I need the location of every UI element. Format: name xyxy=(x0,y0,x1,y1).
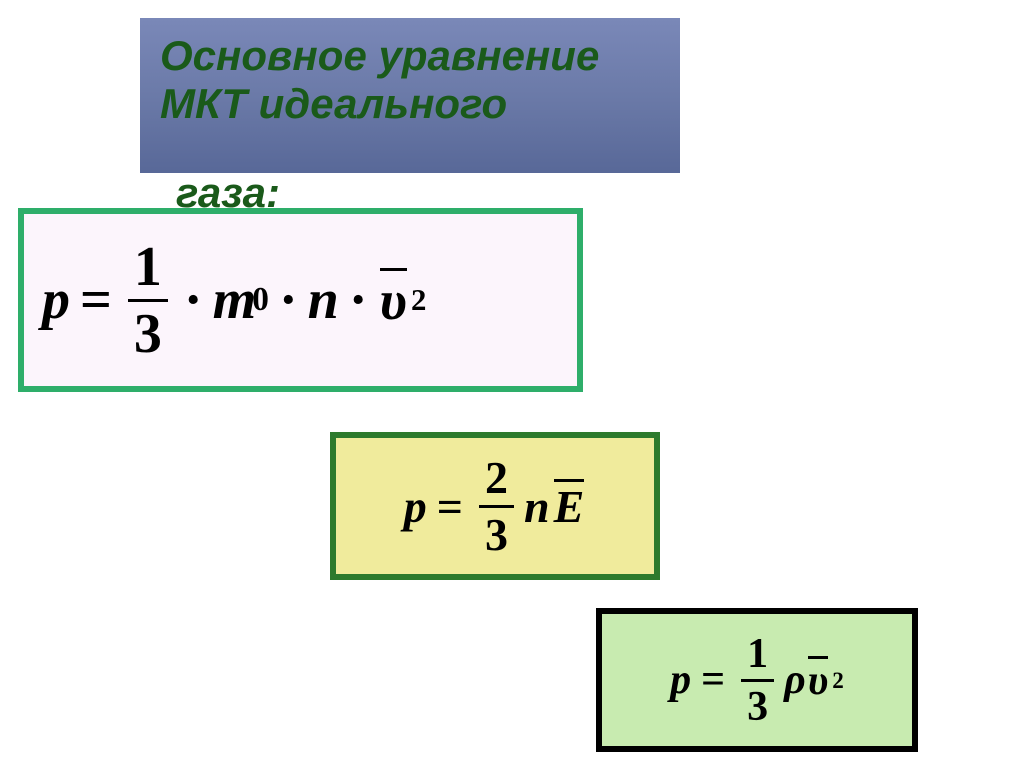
f1-v: υ xyxy=(380,269,407,333)
f1-m: m xyxy=(213,268,257,332)
formula-1: p = 1 3 · m0 · n · υ 2 xyxy=(42,239,426,362)
f1-dot3: · xyxy=(349,268,368,332)
f1-dot2: · xyxy=(279,268,298,332)
f3-fraction: 1 3 xyxy=(741,633,774,728)
f3-v-sup: 2 xyxy=(832,667,844,694)
f1-num: 1 xyxy=(128,239,168,295)
f3-v: υ xyxy=(808,657,829,705)
f2-lhs: p xyxy=(404,480,427,533)
f1-m-sub: 0 xyxy=(252,281,269,319)
f2-num: 2 xyxy=(479,455,514,501)
formula-3: p = 1 3 ρ υ 2 xyxy=(670,633,844,728)
f2-fracbar xyxy=(479,505,514,508)
formula-box-1: p = 1 3 · m0 · n · υ 2 xyxy=(18,208,583,392)
formula-box-2: p = 2 3 n E xyxy=(330,432,660,580)
f2-fraction: 2 3 xyxy=(479,455,514,558)
f1-equals: = xyxy=(80,268,112,332)
f2-den: 3 xyxy=(479,512,514,558)
f2-n: n xyxy=(524,480,550,533)
f3-equals: = xyxy=(701,656,725,704)
f3-lhs: p xyxy=(670,656,691,704)
title-text: Основное уравнение МКТ идеального xyxy=(160,32,599,129)
f3-v-overline: υ xyxy=(808,656,829,705)
f1-lhs: p xyxy=(42,268,70,332)
f1-dot1: · xyxy=(184,268,203,332)
title-line2: МКТ идеального xyxy=(160,80,507,127)
title-line1: Основное уравнение xyxy=(160,32,599,79)
f3-fracbar xyxy=(741,679,774,682)
f3-num: 1 xyxy=(741,633,774,675)
title-box: Основное уравнение МКТ идеального xyxy=(140,18,680,173)
f1-fracbar xyxy=(128,299,168,302)
f1-v-sup: 2 xyxy=(411,283,426,318)
f1-n: n xyxy=(308,268,339,332)
f1-v-overline: υ xyxy=(380,268,407,333)
f2-E-overline: E xyxy=(554,479,585,533)
formula-box-3: p = 1 3 ρ υ 2 xyxy=(596,608,918,752)
f2-equals: = xyxy=(437,480,463,533)
f3-den: 3 xyxy=(741,686,774,728)
f3-rho: ρ xyxy=(784,656,806,704)
f2-E: E xyxy=(554,480,585,533)
f1-fraction: 1 3 xyxy=(128,239,168,362)
f1-den: 3 xyxy=(128,306,168,362)
formula-2: p = 2 3 n E xyxy=(404,455,587,558)
